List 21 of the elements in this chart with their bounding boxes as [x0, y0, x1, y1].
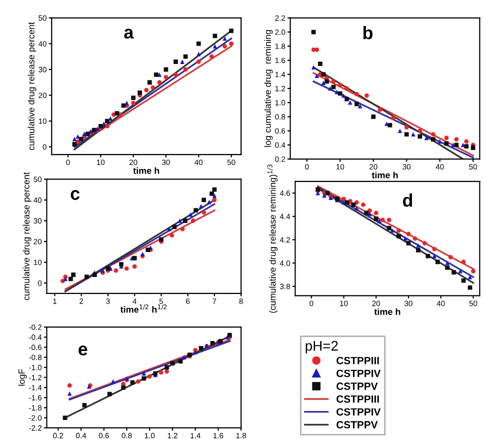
legend-label: CSTPPIII	[336, 395, 379, 403]
legend-label: CSTPPV	[336, 421, 378, 428]
legend-label: CSTPPIII	[336, 356, 379, 364]
legend-label: CSTPPIV	[336, 370, 381, 378]
legend-label: CSTPPIV	[336, 408, 381, 416]
y-axis-title: cumulative drug release percent	[28, 22, 36, 150]
chart-title: a	[124, 28, 134, 39]
y-axis-title: (cumulative drug release remining)$^{1/3}$	[268, 164, 278, 313]
chart-title: b	[363, 26, 373, 40]
y-axis-title: cumulative drug release percent	[22, 172, 32, 300]
x-axis-title: time h	[133, 167, 160, 174]
legend-label: CSTPPV	[336, 382, 378, 390]
y-axis-title: logF	[18, 369, 27, 386]
legend-title: pH=2	[306, 340, 338, 354]
x-axis-title: time h	[374, 308, 400, 315]
chart-title: c	[70, 190, 80, 200]
text: e	[78, 346, 88, 356]
x-axis-title: time h	[372, 172, 398, 178]
y-axis-title: log cumulative drug remining	[264, 30, 273, 147]
text: d	[402, 193, 412, 207]
x-axis-title: time$^{1/2}$ h$^{1/2}$	[120, 304, 167, 313]
